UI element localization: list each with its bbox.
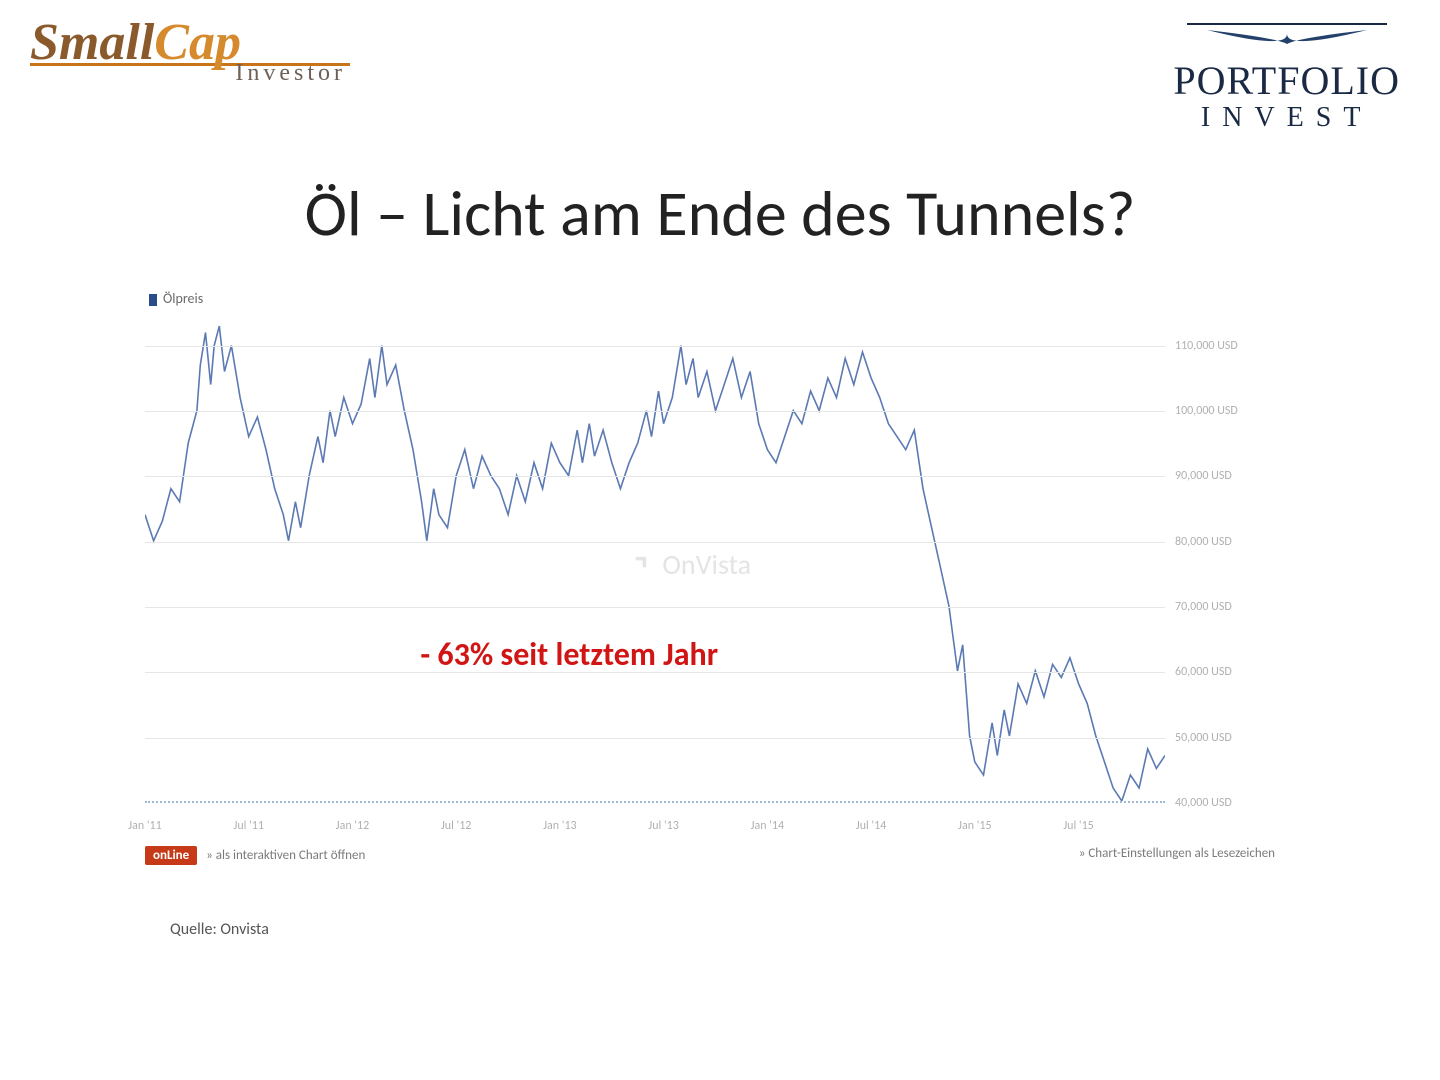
- oil-price-chart: OnVista - 63% seit letztem Jahr 40,000 U…: [145, 313, 1275, 833]
- source-label: Quelle: Onvista: [170, 920, 269, 939]
- y-axis-label: 50,000 USD: [1175, 731, 1275, 745]
- slide: SmallCap Investor PORTFOLIO INVEST Öl – …: [0, 0, 1440, 1080]
- x-axis-label: Jan '15: [958, 819, 991, 833]
- plot-area: OnVista - 63% seit letztem Jahr: [145, 313, 1165, 803]
- grid-line: [145, 672, 1165, 673]
- y-axis-label: 40,000 USD: [1175, 796, 1275, 810]
- x-axis-label: Jan '12: [336, 819, 369, 833]
- x-axis-label: Jan '13: [543, 819, 576, 833]
- slide-title: Öl – Licht am Ende des Tunnels?: [0, 175, 1440, 253]
- y-axis-label: 60,000 USD: [1175, 665, 1275, 679]
- y-axis-label: 100,000 USD: [1175, 404, 1275, 418]
- logo-smallcap-investor: SmallCap Investor: [30, 20, 350, 93]
- y-axis-label: 80,000 USD: [1175, 535, 1275, 549]
- logo-smallcap-subtext: Investor: [30, 60, 350, 87]
- y-axis-label: 90,000 USD: [1175, 469, 1275, 483]
- legend-swatch-icon: [149, 294, 157, 306]
- grid-line: [145, 476, 1165, 477]
- x-axis-label: Jul '14: [856, 819, 886, 833]
- chart-container: Ölpreis OnVista - 63% seit letztem Jahr …: [145, 290, 1275, 833]
- grid-line: [145, 607, 1165, 608]
- grid-line: [145, 738, 1165, 739]
- chart-annotation: - 63% seit letztem Jahr: [420, 635, 718, 674]
- open-interactive-chart-link[interactable]: » als interaktiven Chart öffnen: [206, 848, 365, 863]
- chart-settings-bookmark-link[interactable]: » Chart-Einstellungen als Lesezeichen: [1079, 846, 1275, 861]
- y-axis-label: 110,000 USD: [1175, 339, 1275, 353]
- x-axis-label: Jul '12: [441, 819, 471, 833]
- bird-icon: [1187, 20, 1387, 50]
- legend-label: Ölpreis: [163, 290, 203, 307]
- y-axis-label: 70,000 USD: [1175, 600, 1275, 614]
- x-axis-label: Jan '11: [128, 819, 161, 833]
- grid-line: [145, 542, 1165, 543]
- x-axis-label: Jul '11: [234, 819, 264, 833]
- online-badge[interactable]: onLine: [145, 846, 197, 865]
- price-line-svg: [145, 313, 1165, 801]
- logo-portfolio-line1: PORTFOLIO: [1173, 61, 1400, 101]
- grid-line: [145, 411, 1165, 412]
- x-axis-label: Jul '15: [1063, 819, 1093, 833]
- x-axis-label: Jan '14: [751, 819, 784, 833]
- x-axis-label: Jul '13: [648, 819, 678, 833]
- chart-legend: Ölpreis: [149, 290, 1275, 307]
- chart-footer: onLine » als interaktiven Chart öffnen »…: [145, 846, 1275, 865]
- logo-portfolio-invest: PORTFOLIO INVEST: [1173, 20, 1400, 135]
- grid-line: [145, 346, 1165, 347]
- logo-portfolio-line2: INVEST: [1173, 101, 1400, 135]
